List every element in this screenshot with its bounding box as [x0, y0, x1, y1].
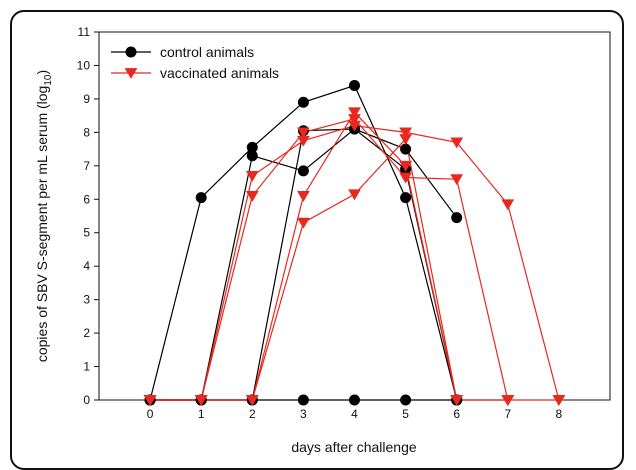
vaccinated-data-point [399, 127, 412, 139]
vaccinated-data-point [297, 191, 310, 202]
y-tick-label: 9 [83, 92, 90, 106]
x-tick-label: 7 [504, 407, 511, 421]
y-tick-label: 8 [83, 125, 90, 139]
vaccinated-series-line [150, 118, 559, 401]
vaccinated-data-point [348, 189, 361, 201]
y-tick-label: 10 [77, 58, 91, 72]
vaccinated-data-point [297, 127, 310, 139]
vaccinated-data-point [194, 395, 208, 406]
control-data-point [297, 165, 309, 177]
control-data-point [349, 394, 360, 406]
legend-label: control animals [160, 44, 254, 60]
vaccinated-data-point [297, 217, 310, 229]
y-tick-label: 7 [83, 159, 90, 173]
legend: control animals vaccinated animals [111, 44, 279, 81]
x-tick-label: 2 [249, 407, 256, 421]
y-tick-label: 5 [83, 226, 90, 240]
vaccinated-data-point [245, 170, 259, 182]
x-tick-label: 0 [147, 407, 154, 421]
chart: 0 1 2 3 4 5 6 7 8 0 1 2 3 4 5 6 7 8 9 10 11 control animals v… [34, 25, 611, 455]
y-tick-label: 4 [83, 259, 90, 273]
x-tick-label: 3 [300, 407, 307, 421]
legend-label: vaccinated animals [160, 65, 279, 81]
legend-marker-triangle [124, 68, 138, 79]
control-data-point [195, 192, 207, 204]
axis-ticks: 0 1 2 3 4 5 6 7 8 0 1 2 3 4 5 6 7 8 9 10 11 [77, 25, 563, 421]
y-axis-title-subscript: 10 [43, 74, 54, 86]
vaccinated-data-point [501, 395, 515, 406]
x-tick-label: 6 [453, 407, 460, 421]
control-data-point [246, 150, 258, 162]
x-tick-label: 8 [556, 407, 563, 421]
control-data-point [451, 212, 463, 224]
control-data-point [297, 96, 309, 108]
vaccinated-data-point [552, 395, 566, 406]
control-data-point [400, 394, 412, 406]
vaccinated-series-line [150, 137, 508, 401]
series-markers [143, 80, 566, 406]
vaccinated-data-point [245, 395, 259, 406]
vaccinated-data-point [450, 395, 464, 406]
y-axis-title: copies of SBV S-segment per mL serum (lo… [34, 70, 54, 362]
y-tick-label: 6 [83, 192, 90, 206]
control-data-point [297, 394, 309, 406]
vaccinated-data-point [450, 137, 464, 149]
vaccinated-data-point [399, 160, 412, 172]
control-data-point [349, 80, 360, 92]
legend-marker-circle [125, 46, 137, 58]
y-tick-label: 2 [83, 326, 90, 340]
vaccinated-data-point [399, 172, 412, 184]
y-tick-label: 3 [83, 293, 90, 307]
vaccinated-series-line [150, 111, 508, 401]
y-tick-label: 1 [83, 360, 90, 374]
control-data-point [400, 143, 412, 155]
vaccinated-data-point [348, 107, 361, 119]
control-data-point [400, 192, 412, 204]
x-tick-label: 1 [198, 407, 205, 421]
vaccinated-data-point [399, 134, 412, 145]
x-axis-title: days after challenge [291, 439, 417, 455]
vaccinated-data-point [450, 174, 464, 186]
y-tick-label: 0 [83, 393, 90, 407]
vaccinated-data-point [501, 199, 515, 211]
x-tick-label: 5 [402, 407, 409, 421]
vaccinated-data-point [143, 395, 157, 406]
y-tick-label: 11 [78, 25, 91, 39]
vaccinated-data-point [245, 191, 259, 202]
x-tick-label: 4 [351, 407, 358, 421]
